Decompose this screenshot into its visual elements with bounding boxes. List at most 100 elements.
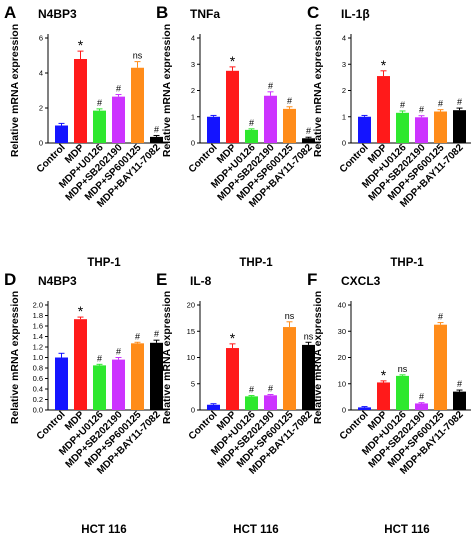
significance-label: # xyxy=(154,124,159,134)
significance-label: ns xyxy=(304,331,314,341)
significance-label: # xyxy=(116,347,121,357)
bar-mdp-bay11-7082 xyxy=(302,138,315,143)
panel-letter: A xyxy=(4,3,16,22)
y-tick-label: 0.6 xyxy=(33,374,43,383)
y-tick-label: 4 xyxy=(39,69,43,78)
y-tick-label: 0.0 xyxy=(33,406,43,415)
significance-label: # xyxy=(97,353,102,363)
bar-mdp-bay11-7082 xyxy=(150,136,163,143)
bar-mdp-u0126 xyxy=(245,396,258,410)
y-tick-label: 0.2 xyxy=(33,395,43,404)
panel-letter: B xyxy=(156,3,168,22)
bar-mdp-sp600125 xyxy=(434,111,447,143)
y-tick-label: 0 xyxy=(342,139,346,148)
y-tick-label: 15 xyxy=(187,327,195,336)
chart-title: N4BP3 xyxy=(38,7,77,21)
chart-title: N4BP3 xyxy=(38,274,77,288)
bar-mdp-sb202190 xyxy=(264,395,277,410)
y-tick-label: 2 xyxy=(39,104,43,113)
y-tick-label: 1.6 xyxy=(33,322,43,331)
y-tick-label: 2 xyxy=(191,86,195,95)
bar-mdp-bay11-7082 xyxy=(453,391,466,410)
bar-control xyxy=(207,404,220,410)
y-axis-label: Relative mRNA expression xyxy=(312,291,324,424)
y-tick-label: 10 xyxy=(338,379,346,388)
bar-mdp xyxy=(74,319,87,410)
y-tick-label: 6 xyxy=(39,34,43,43)
panel-caption: THP-1 xyxy=(390,257,424,269)
y-tick-label: 20 xyxy=(187,301,195,310)
y-tick-label: 0.8 xyxy=(33,364,43,373)
bar-mdp-u0126 xyxy=(396,112,409,143)
bar-mdp-bay11-7082 xyxy=(453,110,466,143)
significance-label: # xyxy=(249,385,254,395)
bar-mdp xyxy=(377,76,390,143)
significance-label: # xyxy=(457,379,462,389)
chart-title: IL-8 xyxy=(190,274,212,288)
bar-mdp-u0126 xyxy=(93,110,106,143)
bar-mdp xyxy=(74,59,87,143)
panel-caption: THP-1 xyxy=(87,257,121,269)
chart-title: CXCL3 xyxy=(341,274,381,288)
bar-control xyxy=(55,125,68,143)
significance-label: # xyxy=(116,84,121,94)
significance-label: # xyxy=(135,331,140,341)
bar-control xyxy=(358,116,371,143)
y-axis-label: Relative mRNA expression xyxy=(312,24,324,157)
panel-caption: HCT 116 xyxy=(233,524,278,536)
y-tick-label: 0 xyxy=(191,139,195,148)
significance-label: # xyxy=(400,100,405,110)
bar-mdp-sb202190 xyxy=(112,359,125,410)
significance-label: # xyxy=(249,118,254,128)
panel-letter: D xyxy=(4,270,16,289)
y-tick-label: 3 xyxy=(191,60,195,69)
significance-label: ns xyxy=(133,51,143,61)
significance-label: # xyxy=(419,392,424,402)
bar-control xyxy=(55,357,68,410)
significance-label: * xyxy=(230,330,236,346)
y-tick-label: 30 xyxy=(338,327,346,336)
y-tick-label: 20 xyxy=(338,353,346,362)
significance-label: # xyxy=(438,312,443,322)
significance-label: # xyxy=(268,384,273,394)
bar-mdp-sp600125 xyxy=(131,67,144,143)
y-tick-label: 40 xyxy=(338,301,346,310)
y-tick-label: 5 xyxy=(191,379,195,388)
bar-mdp-sp600125 xyxy=(283,327,296,410)
significance-label: # xyxy=(438,99,443,109)
y-tick-label: 4 xyxy=(342,34,346,43)
y-tick-label: 0 xyxy=(191,406,195,415)
bar-mdp-bay11-7082 xyxy=(150,342,163,410)
y-axis-label: Relative mRNA expression xyxy=(161,24,173,157)
bar-mdp-sb202190 xyxy=(415,117,428,143)
panel-d: D N4BP3 Relative mRNA expression 0.0 0.20.4 0… xyxy=(4,270,168,536)
y-tick-label: 0 xyxy=(39,139,43,148)
y-tick-label: 2.0 xyxy=(33,301,43,310)
significance-label: * xyxy=(381,367,387,383)
y-tick-label: 1 xyxy=(191,112,195,121)
y-tick-label: 0.4 xyxy=(33,385,43,394)
bar-mdp-sp600125 xyxy=(131,343,144,410)
bar-mdp xyxy=(377,382,390,410)
significance-label: # xyxy=(154,329,159,339)
significance-label: # xyxy=(306,126,311,136)
significance-label: * xyxy=(78,37,84,53)
bar-control xyxy=(207,116,220,143)
bar-mdp-u0126 xyxy=(93,365,106,410)
panel-caption: HCT 116 xyxy=(81,524,126,536)
significance-label: * xyxy=(230,53,236,69)
significance-label: ns xyxy=(398,364,408,374)
panel-caption: THP-1 xyxy=(239,257,273,269)
bar-mdp-sb202190 xyxy=(415,403,428,410)
y-axis-label: Relative mRNA expression xyxy=(9,291,21,424)
bar-mdp-u0126 xyxy=(396,375,409,410)
bar-mdp xyxy=(226,70,239,143)
y-tick-label: 1 xyxy=(342,112,346,121)
bar-mdp-sp600125 xyxy=(283,108,296,143)
bar-mdp-sb202190 xyxy=(112,96,125,143)
